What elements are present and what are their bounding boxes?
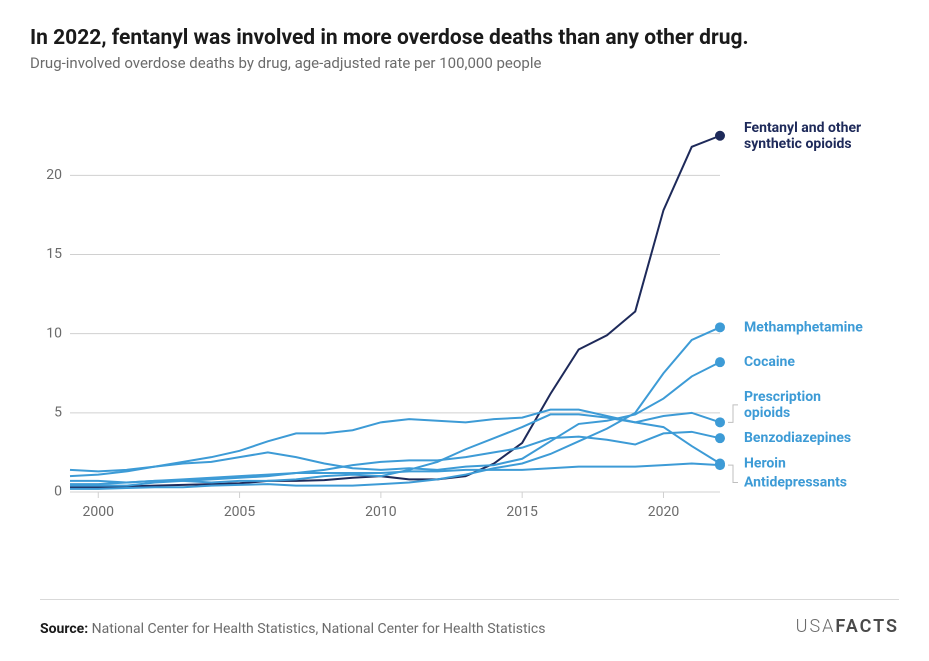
footer: Source: National Center for Health Stati… — [40, 599, 899, 637]
x-tick-label: 2000 — [83, 504, 115, 520]
usafacts-logo: USAFACTS — [796, 616, 899, 637]
y-tick-label: 5 — [54, 405, 62, 421]
x-tick-label: 2005 — [224, 504, 256, 520]
series-end-marker — [715, 357, 725, 367]
source-line: Source: National Center for Health Stati… — [40, 621, 546, 637]
series-end-marker — [715, 417, 725, 427]
y-tick-label: 10 — [46, 325, 62, 341]
series-end-marker — [715, 433, 725, 443]
logo-light: USA — [796, 616, 836, 637]
series-line — [70, 362, 720, 471]
series-label: Prescriptionopioids — [744, 389, 821, 421]
series-label: Fentanyl and othersynthetic opioids — [744, 119, 861, 151]
chart-subtitle: Drug-involved overdose deaths by drug, a… — [30, 54, 899, 72]
source-label: Source: — [40, 621, 88, 637]
y-tick-label: 0 — [54, 484, 62, 500]
series-label: Heroin — [744, 455, 786, 471]
series-line — [70, 136, 720, 488]
series-label: Cocaine — [744, 354, 795, 370]
label-leader — [728, 465, 738, 482]
series-label: Benzodiazepines — [744, 430, 851, 446]
series-end-marker — [715, 460, 725, 470]
chart-title: In 2022, fentanyl was involved in more o… — [30, 26, 899, 50]
x-tick-label: 2015 — [506, 504, 538, 520]
x-tick-label: 2010 — [365, 504, 397, 520]
source-text: National Center for Health Statistics, N… — [92, 621, 546, 637]
x-tick-label: 2020 — [648, 504, 680, 520]
y-tick-label: 15 — [46, 246, 62, 262]
series-end-marker — [715, 322, 725, 332]
series-label: Methamphetamine — [744, 319, 863, 335]
logo-bold: FACTS — [835, 616, 899, 637]
series-label: Antidepressants — [744, 474, 847, 490]
label-leader — [728, 405, 738, 422]
chart-area: 0 5 10 15 20 2000 2005 2010 2015 2020 Fentanyl and… — [30, 102, 899, 542]
series-end-marker — [715, 131, 725, 141]
y-tick-label: 20 — [46, 167, 62, 183]
line-chart: 0 5 10 15 20 2000 2005 2010 2015 2020 Fentanyl and… — [30, 102, 899, 542]
